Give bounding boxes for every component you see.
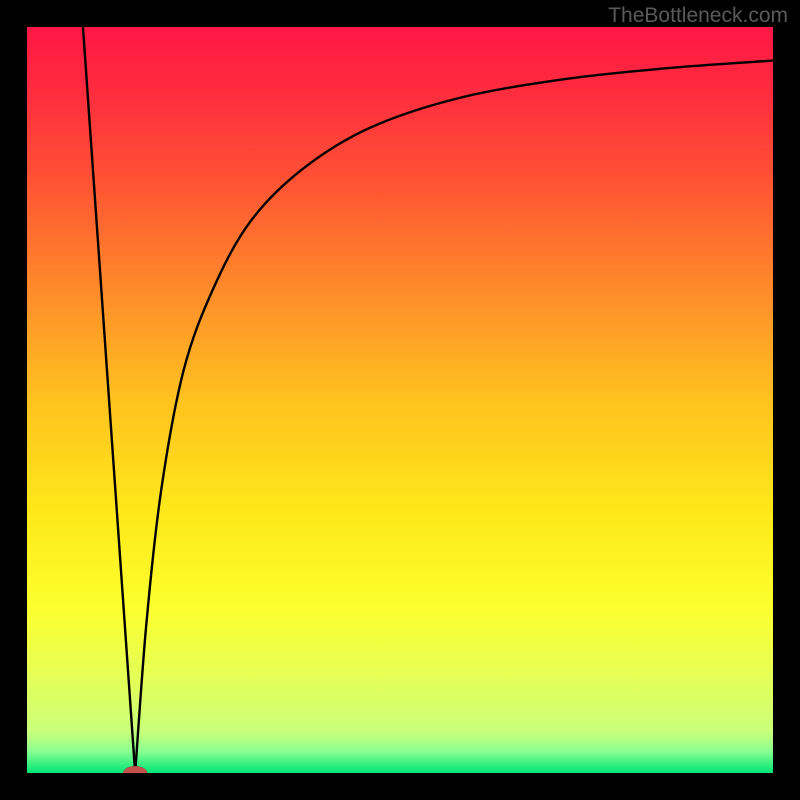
gradient-background [27, 27, 773, 773]
watermark-text: TheBottleneck.com [608, 4, 788, 28]
